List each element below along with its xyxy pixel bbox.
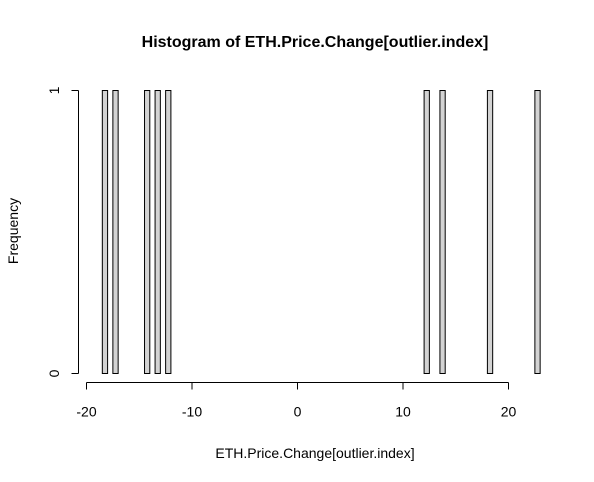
y-tick-label: 1 [46,86,62,94]
chart-title: Histogram of ETH.Price.Change[outlier.in… [142,34,489,51]
y-axis: 01 [46,86,79,377]
x-axis-label: ETH.Price.Change[outlier.index] [215,445,414,461]
y-tick-label: 0 [46,369,62,377]
histogram-bar [439,90,446,374]
histogram-bar [144,90,151,374]
histogram-bar [486,90,494,374]
x-tick-label: 10 [395,404,411,420]
histogram-bar [423,90,430,374]
histogram-bar [165,90,172,374]
histogram-bar [101,90,109,374]
histogram-bar [112,90,119,374]
histogram-bar [534,90,541,374]
x-tick-label: 20 [501,404,517,420]
x-axis: -20 -10 0 10 20 [76,382,517,420]
x-tick-label: -20 [76,404,96,420]
histogram-bar [154,90,161,374]
x-tick-label: -10 [182,404,202,420]
x-tick-label: 0 [294,404,302,420]
histogram-bars [101,90,541,374]
y-axis-label: Frequency [5,198,21,264]
